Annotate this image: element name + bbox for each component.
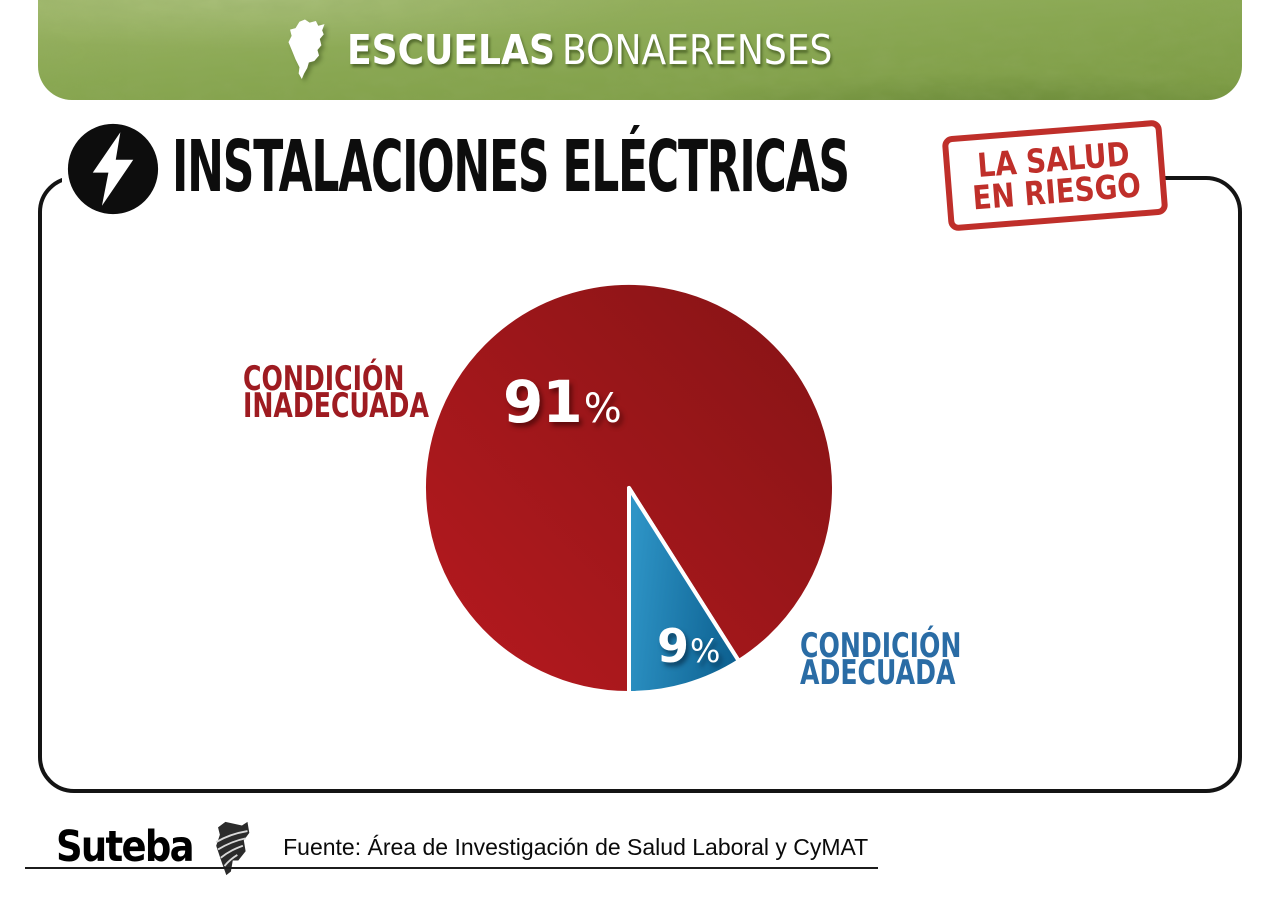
source-text: Fuente: Área de Investigación de Salud L… [283, 833, 869, 860]
pie-value-adequate-number: 9 [657, 619, 689, 673]
title-background-mask [62, 166, 948, 190]
footer-divider-line [25, 867, 878, 869]
pie-value-inadequate: 91% [503, 368, 622, 436]
lightning-icon [67, 123, 159, 215]
pie-value-inadequate-sign: % [583, 386, 622, 432]
buenos-aires-map-icon [283, 11, 330, 89]
stamp-line-2: EN RIESGO [970, 164, 1142, 218]
label-condicion-inadecuada-line2: INADECUADA [243, 386, 429, 426]
header-title: ESCUELAS BONAERENSES [347, 26, 832, 74]
label-condicion-inadecuada-line1: CONDICIÓN [243, 359, 405, 399]
label-condicion-inadecuada: CONDICIÓN INADECUADA [243, 359, 429, 426]
grunge-texture [38, 0, 1242, 100]
pie-chart-container [404, 263, 854, 713]
header-banner: ESCUELAS BONAERENSES [38, 0, 1242, 100]
label-condicion-adecuada-line2: ADECUADA [800, 653, 956, 693]
header-title-bold: ESCUELAS [347, 26, 555, 74]
pie-value-adequate-sign: % [690, 632, 721, 670]
pie-slice-adequate [627, 486, 741, 695]
suteba-logo-text: Suteba [56, 822, 195, 872]
pie-value-adequate: 9% [657, 619, 720, 673]
pie-value-inadequate-number: 91 [503, 368, 583, 436]
label-condicion-adecuada: CONDICIÓN ADECUADA [800, 626, 962, 693]
pie-chart [422, 281, 836, 695]
footer: Suteba Fuente: Área de Investigación de … [56, 820, 869, 876]
suteba-hand-map-icon [207, 820, 253, 878]
header-lockup: ESCUELAS BONAERENSES [283, 0, 899, 100]
page-title: INSTALACIONES ELÉCTRICAS [172, 125, 850, 208]
health-risk-stamp: LA SALUD EN RIESGO [941, 119, 1169, 232]
header-title-light: BONAERENSES [561, 26, 833, 74]
label-condicion-adecuada-line1: CONDICIÓN [800, 626, 962, 666]
